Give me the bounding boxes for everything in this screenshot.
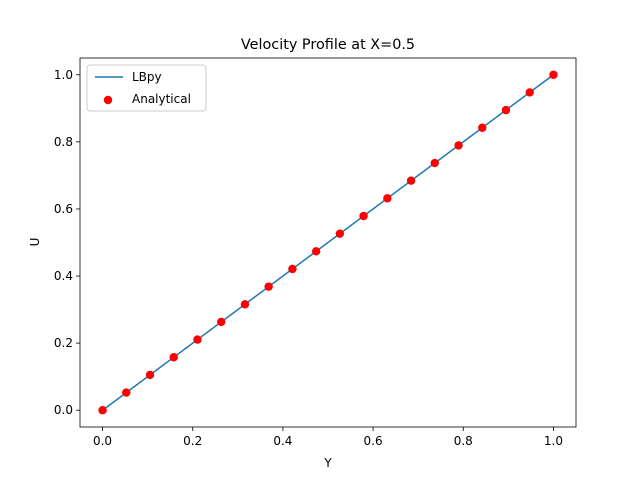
data-point <box>169 353 178 362</box>
legend-label: Analytical <box>132 92 191 106</box>
x-tick-label: 1.0 <box>544 434 563 448</box>
data-point <box>288 264 297 274</box>
plot-area: 0.0 0.2 0.4 0.6 0.8 1.0 0.0 0.2 0.4 0.6 0.8 1.0 <box>54 57 577 448</box>
data-point <box>217 317 226 327</box>
data-point <box>240 300 250 309</box>
x-tick-label: 0.8 <box>454 434 473 448</box>
data-point <box>383 194 392 203</box>
data-point <box>525 88 534 97</box>
y-tick-label: 0.8 <box>54 135 73 149</box>
series-line-lbpy <box>102 74 554 411</box>
data-point <box>122 388 131 397</box>
data-point <box>359 211 368 221</box>
data-point <box>193 335 202 344</box>
x-tick-label: 0.0 <box>93 434 112 448</box>
data-point <box>478 123 487 132</box>
x-tick-label: 0.2 <box>183 434 202 448</box>
y-axis-label: U <box>28 238 42 247</box>
legend: LBpy Analytical <box>86 64 207 112</box>
data-point <box>501 105 511 115</box>
y-tick-label: 0.4 <box>54 269 73 283</box>
data-point <box>335 229 345 238</box>
plot-frame <box>79 57 577 428</box>
y-tick-label: 0.0 <box>54 403 73 417</box>
data-point <box>98 406 107 415</box>
x-tick-label: 0.6 <box>364 434 383 448</box>
x-axis-label: Y <box>323 456 332 470</box>
data-point <box>311 247 321 256</box>
legend-label: LBpy <box>132 70 162 84</box>
data-point <box>145 370 155 380</box>
data-point <box>406 176 416 185</box>
x-tick-label: 0.4 <box>273 434 292 448</box>
y-tick-label: 0.6 <box>54 202 73 216</box>
y-tick-label: 0.2 <box>54 336 73 350</box>
legend-swatch-marker <box>103 95 113 105</box>
y-tick-label: 1.0 <box>54 68 73 82</box>
data-point <box>549 70 558 79</box>
chart-title: Velocity Profile at X=0.5 <box>241 37 415 53</box>
data-point <box>430 158 439 168</box>
data-point <box>264 282 273 291</box>
data-point <box>454 141 463 150</box>
